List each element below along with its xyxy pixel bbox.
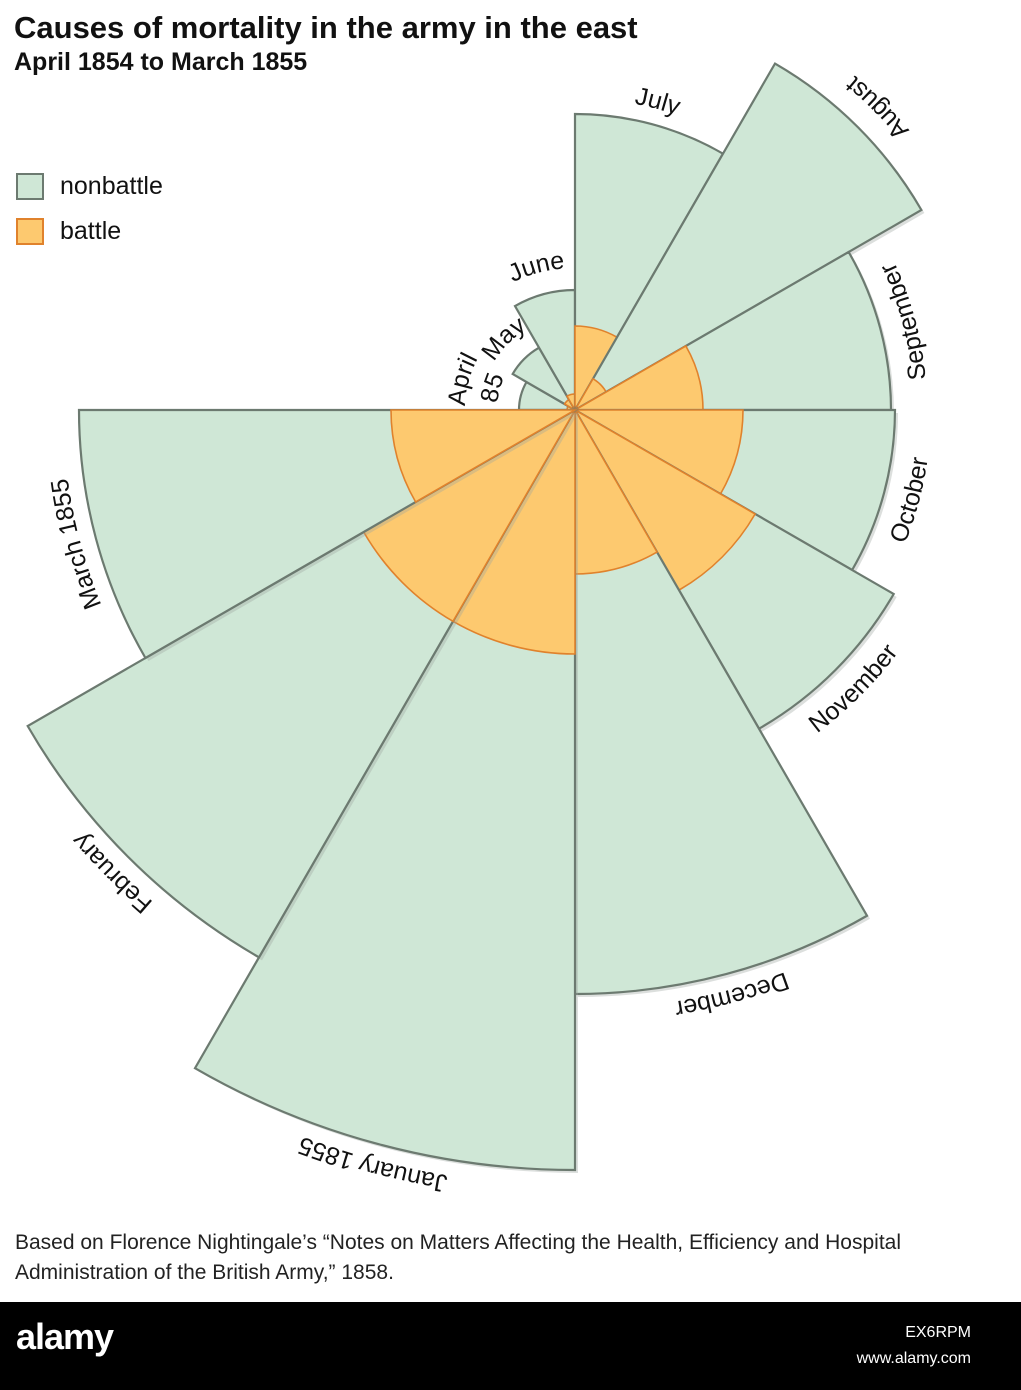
month-label-june: June bbox=[504, 246, 566, 287]
source-note: Based on Florence Nightingale’s “Notes o… bbox=[15, 1231, 901, 1284]
footer-bar: alamy EX6RPM www.alamy.com bbox=[0, 1302, 1021, 1390]
wedge-battle-january-1855 bbox=[451, 407, 576, 655]
month-label-april-1854: 1854 bbox=[0, 0, 510, 404]
wedges-group bbox=[26, 62, 925, 1173]
legend-swatch-nonbattle bbox=[16, 173, 44, 200]
wedge-battle-february bbox=[362, 407, 578, 623]
wedge-battle-march-1855 bbox=[390, 409, 578, 504]
footer-site: www.alamy.com bbox=[856, 1350, 971, 1367]
month-label-july: July bbox=[633, 82, 684, 121]
legend: nonbattle battle bbox=[16, 164, 163, 254]
wedge-battle-december bbox=[574, 407, 659, 575]
footer-image-id: EX6RPM bbox=[905, 1324, 971, 1341]
wedge-nonbattle-august bbox=[571, 62, 923, 414]
chart-title: Causes of mortality in the army in the e… bbox=[14, 10, 638, 45]
polar-area-chart: April1854MayJuneJulyAugustSeptemberOctob… bbox=[0, 0, 934, 1197]
chart-subtitle: April 1854 to March 1855 bbox=[14, 48, 308, 76]
legend-item-nonbattle: nonbattle bbox=[16, 164, 163, 209]
wedge-battle-november bbox=[572, 407, 757, 592]
footer-brand: alamy bbox=[16, 1316, 114, 1357]
legend-label-nonbattle: nonbattle bbox=[60, 172, 163, 200]
legend-item-battle: battle bbox=[16, 209, 163, 254]
wedge-battle-october bbox=[572, 409, 744, 496]
legend-label-battle: battle bbox=[60, 217, 122, 245]
legend-swatch-battle bbox=[16, 218, 44, 245]
